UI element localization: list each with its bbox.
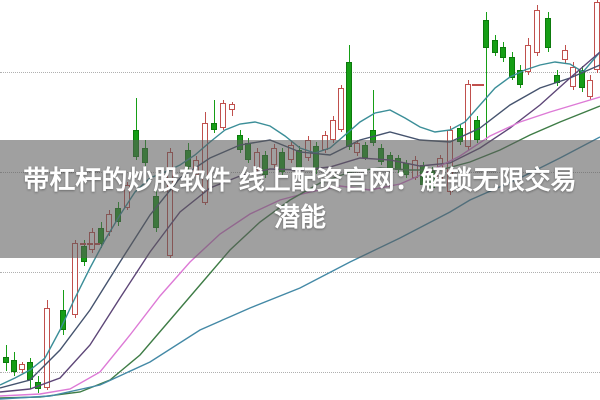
candle-down	[492, 40, 498, 53]
candle-up	[587, 80, 593, 97]
candle-wick	[214, 100, 215, 133]
candle-down	[545, 18, 551, 48]
candle-up	[19, 364, 25, 370]
candle-up	[534, 10, 540, 53]
headline-line-1: 带杠杆的炒股软件 线上配资官网：解锁无限交易	[23, 165, 577, 195]
headline-overlay: 带杠杆的炒股软件 线上配资官网：解锁无限交易 潜能	[0, 140, 600, 258]
candle-up	[338, 88, 344, 130]
candle-down	[517, 70, 523, 85]
candle-down	[211, 122, 217, 130]
candle-up	[229, 104, 235, 110]
candle-up	[220, 102, 226, 128]
headline-line-2: 潜能	[273, 202, 326, 232]
candle-wick	[486, 12, 487, 140]
candle-down	[483, 20, 489, 48]
gridline	[0, 272, 600, 273]
candle-up	[330, 120, 336, 140]
candle-down	[500, 46, 506, 58]
candle-down	[509, 56, 515, 78]
gridline	[0, 372, 600, 373]
candle-wick	[136, 98, 137, 160]
dash-annotation	[472, 84, 484, 86]
candle-down	[3, 356, 9, 363]
candle-down	[60, 310, 66, 330]
candle-up	[44, 308, 50, 388]
candle-up	[562, 50, 568, 60]
candle-down	[11, 360, 17, 372]
candle-up	[525, 44, 531, 72]
candle-down	[579, 70, 585, 88]
gridline	[0, 72, 600, 73]
candle-wick	[373, 90, 374, 146]
